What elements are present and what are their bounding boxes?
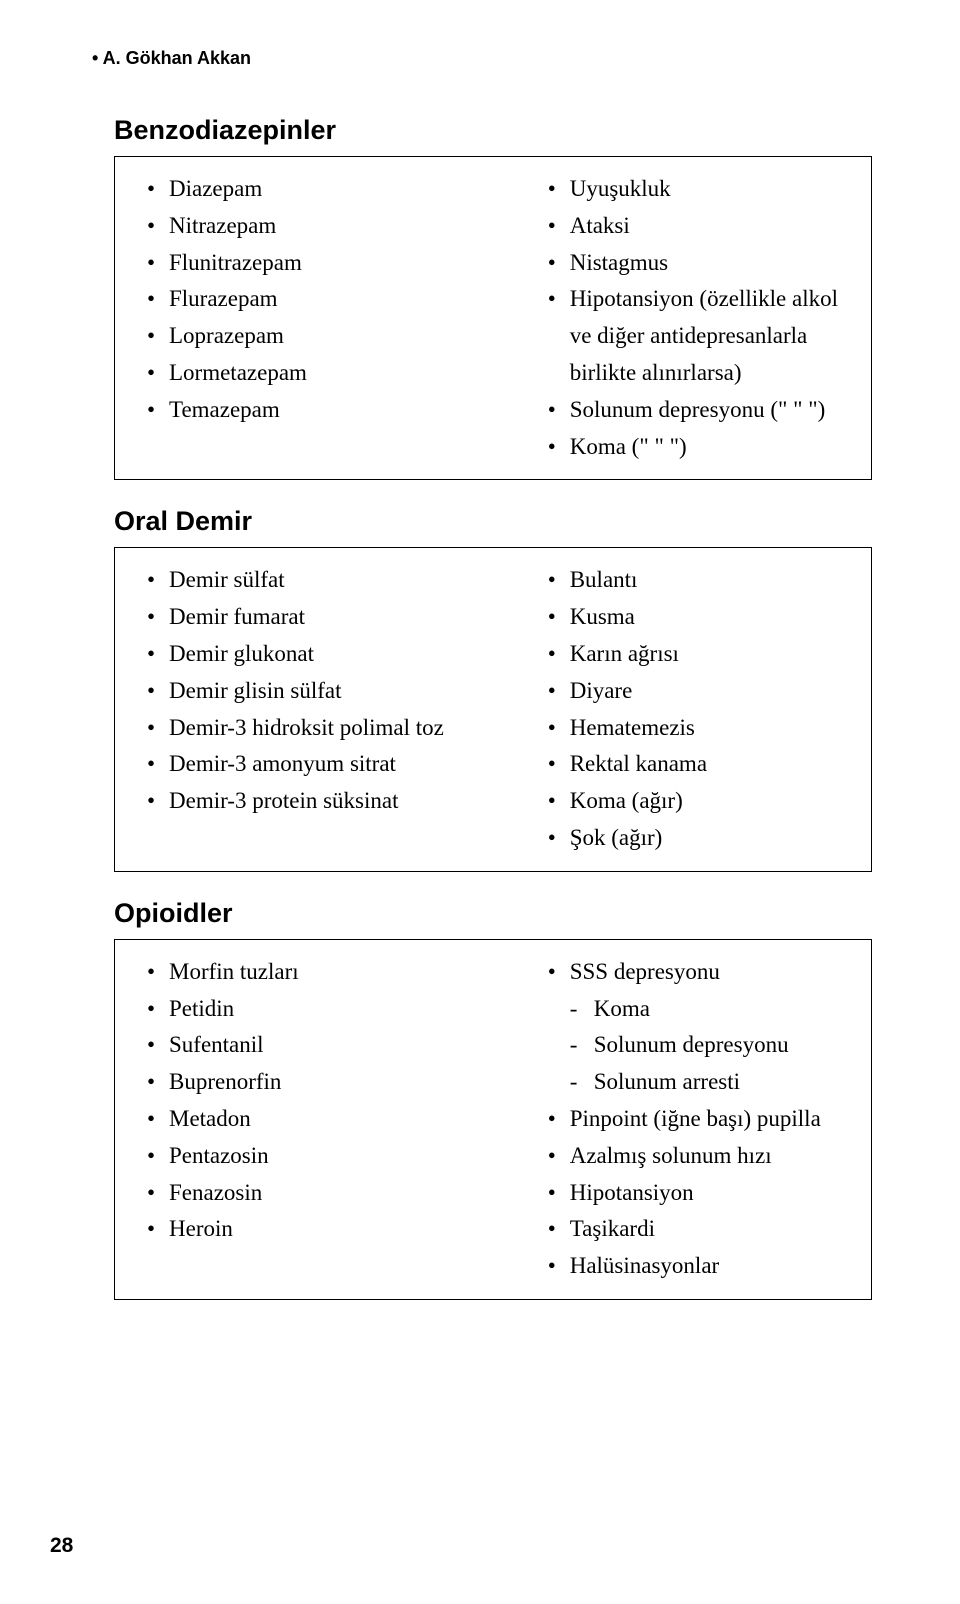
- list-item: Petidin: [147, 991, 508, 1028]
- list-item: Şok (ağır): [548, 820, 861, 857]
- list-item: Solunum depresyonu: [570, 1027, 861, 1064]
- list-item: Halüsinasyonlar: [548, 1248, 861, 1285]
- list-item: Lormetazepam: [147, 355, 508, 392]
- list-item: Koma (ağır): [548, 783, 861, 820]
- list-item: Azalmış solunum hızı: [548, 1138, 861, 1175]
- running-head: • A. Gökhan Akkan: [92, 48, 872, 69]
- list-item: Solunum depresyonu (" " "): [548, 392, 861, 429]
- list-item: Nitrazepam: [147, 208, 508, 245]
- section-title-opioid: Opioidler: [114, 898, 872, 929]
- list-item: Demir fumarat: [147, 599, 508, 636]
- benzo-left-list: Diazepam Nitrazepam Flunitrazepam Fluraz…: [125, 171, 508, 429]
- list-item: Demir glisin sülfat: [147, 673, 508, 710]
- list-item: Demir-3 hidroksit polimal toz: [147, 710, 508, 747]
- list-item: Pinpoint (iğne başı) pupilla: [548, 1101, 861, 1138]
- list-item: Solunum arresti: [570, 1064, 861, 1101]
- opioid-right-rest-list: Pinpoint (iğne başı) pupilla Azalmış sol…: [526, 1101, 861, 1285]
- list-item: Demir sülfat: [147, 562, 508, 599]
- list-item: Pentazosin: [147, 1138, 508, 1175]
- list-item: Hipotansiyon: [548, 1175, 861, 1212]
- opioid-left-list: Morfin tuzları Petidin Sufentanil Bupren…: [125, 954, 508, 1248]
- list-item: Sufentanil: [147, 1027, 508, 1064]
- list-item: SSS depresyonu: [548, 954, 861, 991]
- list-item: Uyuşukluk: [548, 171, 861, 208]
- list-item: Koma (" " "): [548, 429, 861, 466]
- opioid-sss-sublist: Koma Solunum depresyonu Solunum arresti: [526, 991, 861, 1101]
- list-item: Rektal kanama: [548, 746, 861, 783]
- benzo-right-list: Uyuşukluk Ataksi Nistagmus Hipotansiyon …: [526, 171, 861, 465]
- box-opioid: Morfin tuzları Petidin Sufentanil Bupren…: [114, 939, 872, 1300]
- demir-left-list: Demir sülfat Demir fumarat Demir glukona…: [125, 562, 508, 820]
- list-item: Flurazepam: [147, 281, 508, 318]
- page-number: 28: [50, 1534, 73, 1558]
- list-item: Demir-3 protein süksinat: [147, 783, 508, 820]
- list-item: Morfin tuzları: [147, 954, 508, 991]
- box-benzo: Diazepam Nitrazepam Flunitrazepam Fluraz…: [114, 156, 872, 480]
- opioid-right-list: SSS depresyonu: [526, 954, 861, 991]
- list-item: Temazepam: [147, 392, 508, 429]
- list-item: Kusma: [548, 599, 861, 636]
- list-item: Taşikardi: [548, 1211, 861, 1248]
- list-item: Bulantı: [548, 562, 861, 599]
- section-title-demir: Oral Demir: [114, 506, 872, 537]
- list-item: Loprazepam: [147, 318, 508, 355]
- list-item: Flunitrazepam: [147, 245, 508, 282]
- list-item: Hipotansiyon (özellikle alkol ve diğer a…: [548, 281, 861, 391]
- list-item: Nistagmus: [548, 245, 861, 282]
- list-item: Buprenorfin: [147, 1064, 508, 1101]
- list-item: Diyare: [548, 673, 861, 710]
- list-item: Hematemezis: [548, 710, 861, 747]
- list-item: Metadon: [147, 1101, 508, 1138]
- list-item: Koma: [570, 991, 861, 1028]
- demir-right-list: Bulantı Kusma Karın ağrısı Diyare Hemate…: [526, 562, 861, 856]
- list-item: Demir-3 amonyum sitrat: [147, 746, 508, 783]
- list-item: Karın ağrısı: [548, 636, 861, 673]
- list-item: Ataksi: [548, 208, 861, 245]
- list-item: Diazepam: [147, 171, 508, 208]
- list-item: Demir glukonat: [147, 636, 508, 673]
- list-item: Fenazosin: [147, 1175, 508, 1212]
- list-item: Heroin: [147, 1211, 508, 1248]
- section-title-benzo: Benzodiazepinler: [114, 115, 872, 146]
- box-demir: Demir sülfat Demir fumarat Demir glukona…: [114, 547, 872, 871]
